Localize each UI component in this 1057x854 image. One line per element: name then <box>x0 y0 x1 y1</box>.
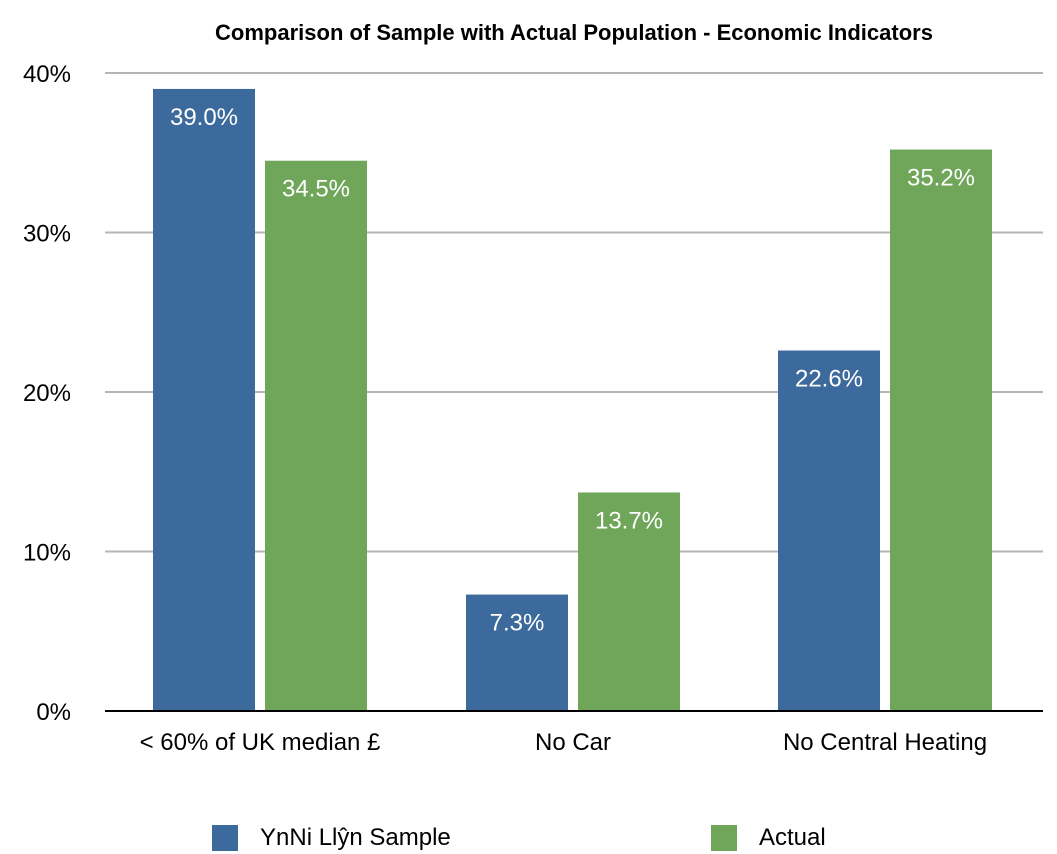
legend-label: YnNi Llŷn Sample <box>260 824 451 851</box>
x-axis-category-labels: < 60% of UK median £ No Car No Central Hea… <box>140 729 987 756</box>
category-label: No Central Heating <box>783 729 987 756</box>
legend: YnNi Llŷn Sample Actual <box>212 824 826 851</box>
y-tick-label: 20% <box>23 380 71 407</box>
category-label: < 60% of UK median £ <box>140 729 381 756</box>
y-tick-label: 40% <box>23 61 71 88</box>
bar <box>578 492 680 711</box>
y-axis-tick-labels: 0% 10% 20% 30% 40% <box>23 61 71 726</box>
gridlines <box>105 72 1043 553</box>
bar-value-label: 35.2% <box>907 165 975 192</box>
bar-value-label: 34.5% <box>282 176 350 203</box>
bar <box>153 88 255 711</box>
bar <box>890 149 992 711</box>
chart-title: Comparison of Sample with Actual Populat… <box>215 20 933 45</box>
bar-value-label: 7.3% <box>490 610 545 637</box>
y-tick-label: 30% <box>23 221 71 248</box>
bar-value-label: 22.6% <box>795 366 863 393</box>
category-label: No Car <box>535 729 611 756</box>
y-tick-label: 10% <box>23 540 71 567</box>
bar <box>466 594 568 711</box>
bars <box>153 88 992 712</box>
bar <box>265 160 367 712</box>
bar-value-label: 13.7% <box>595 507 663 534</box>
y-tick-label: 0% <box>36 699 71 726</box>
bar <box>778 350 880 711</box>
data-labels: 39.0% 34.5% 7.3% 13.7% 22.6% 35.2% <box>170 104 975 637</box>
legend-label: Actual <box>759 824 826 851</box>
legend-swatch <box>212 825 238 851</box>
legend-swatch <box>711 825 737 851</box>
bar-value-label: 39.0% <box>170 104 238 131</box>
